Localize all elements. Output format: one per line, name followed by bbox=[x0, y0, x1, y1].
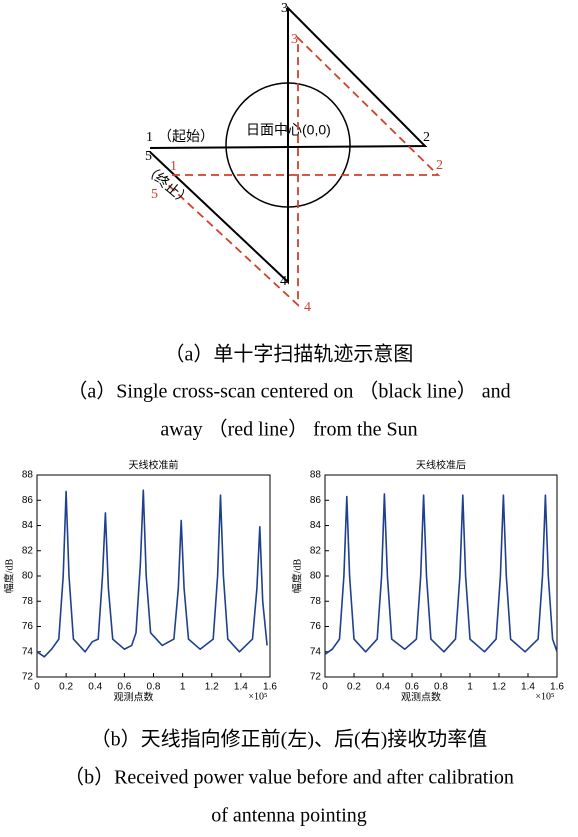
caption: of antenna pointing bbox=[211, 805, 367, 827]
y-tick-label: 80 bbox=[310, 571, 322, 582]
y-tick-label: 84 bbox=[310, 520, 322, 531]
point-label: 4 bbox=[280, 274, 287, 289]
red-scan-path bbox=[164, 35, 441, 308]
y-tick-label: 72 bbox=[22, 672, 34, 683]
chart-title: 天线校准后 bbox=[416, 458, 466, 471]
x-tick-label: 0.2 bbox=[59, 682, 73, 693]
red-point-label: 5 bbox=[151, 187, 158, 202]
y-axis-label: 幅度/dB bbox=[2, 558, 15, 593]
x-tick-label: 1.6 bbox=[263, 682, 277, 693]
caption: （b）天线指向修正前(左)、后(右)接收功率值 bbox=[91, 728, 488, 751]
chart: 0 0.2 0.4 0.6 0.8 1 1.2 1.4 1.6 72 74 76 78 80 82 84 86 8… bbox=[2, 458, 277, 703]
chart-title: 天线校准前 bbox=[129, 458, 179, 471]
caption: （a）Single cross-scan centered on （black … bbox=[67, 380, 510, 403]
x-tick-label: 0.8 bbox=[434, 682, 448, 693]
start-note: （起始） bbox=[158, 129, 214, 145]
y-tick-label: 76 bbox=[22, 621, 34, 632]
x-tick-label: 0.4 bbox=[88, 682, 102, 693]
caption: away （red line） from the Sun bbox=[160, 418, 417, 441]
x-axis-label: 观测点数 bbox=[114, 690, 154, 703]
x-tick-label: 1.2 bbox=[205, 682, 219, 693]
red-point-label: 4 bbox=[304, 300, 311, 315]
x-tick-label: 0.6 bbox=[117, 682, 131, 693]
x-tick-label: 1.4 bbox=[521, 682, 535, 693]
red-point-label: 1 bbox=[170, 159, 177, 174]
caption: （b）Received power value before and after… bbox=[64, 766, 514, 789]
y-tick-label: 86 bbox=[22, 495, 34, 506]
y-tick-label: 88 bbox=[310, 470, 322, 481]
x-tick-label: 1.4 bbox=[234, 682, 248, 693]
data-line bbox=[36, 489, 268, 658]
x-tick-label: 0.8 bbox=[147, 682, 161, 693]
point-label: 1 bbox=[146, 130, 153, 145]
red-point-label: 3 bbox=[291, 32, 298, 47]
diagram: 1 （起始） 2 3 4 5 （终止） 日面中心(0,0) 1 2 3 4 5 bbox=[140, 1, 443, 315]
y-tick-label: 74 bbox=[22, 646, 34, 657]
x-tick-label: 1 bbox=[467, 682, 473, 693]
y-tick-label: 78 bbox=[22, 596, 34, 607]
y-tick-label: 88 bbox=[22, 470, 34, 481]
x-tick-label: 1.6 bbox=[550, 682, 564, 693]
point-label: 3 bbox=[281, 1, 288, 16]
center-label: 日面中心(0,0) bbox=[246, 122, 331, 138]
y-tick-label: 76 bbox=[310, 621, 322, 632]
y-tick-label: 82 bbox=[22, 545, 34, 556]
plot-frame bbox=[324, 474, 558, 678]
point-label: 5 bbox=[145, 149, 152, 164]
data-line bbox=[324, 493, 558, 655]
chart: 0 0.2 0.4 0.6 0.8 1 1.2 1.4 1.6 72 74 76 78 80 82 84 86 8… bbox=[290, 458, 564, 703]
black-scan-path bbox=[149, 5, 428, 285]
y-tick-label: 80 bbox=[22, 571, 34, 582]
x-tick-label: 0.4 bbox=[376, 682, 390, 693]
x-tick-label: 0.6 bbox=[405, 682, 419, 693]
x-axis-label: 观测点数 bbox=[401, 690, 441, 703]
y-tick-label: 86 bbox=[310, 495, 322, 506]
y-tick-label: 84 bbox=[22, 520, 34, 531]
y-tick-label: 72 bbox=[310, 672, 322, 683]
x-multiplier: ×10⁵ bbox=[535, 691, 554, 702]
y-tick-label: 82 bbox=[310, 545, 322, 556]
red-point-label: 2 bbox=[436, 158, 443, 173]
y-axis-label: 幅度/dB bbox=[290, 558, 303, 593]
x-tick-label: 0 bbox=[34, 682, 40, 693]
x-tick-label: 1.2 bbox=[492, 682, 506, 693]
point-label: 2 bbox=[423, 130, 430, 145]
caption: （a）单十字扫描轨迹示意图 bbox=[165, 343, 414, 366]
x-multiplier: ×10⁵ bbox=[248, 691, 267, 702]
x-tick-label: 0.2 bbox=[347, 682, 361, 693]
x-tick-label: 0 bbox=[322, 682, 328, 693]
y-tick-label: 78 bbox=[310, 596, 322, 607]
x-tick-label: 1 bbox=[180, 682, 186, 693]
y-tick-label: 74 bbox=[310, 646, 322, 657]
